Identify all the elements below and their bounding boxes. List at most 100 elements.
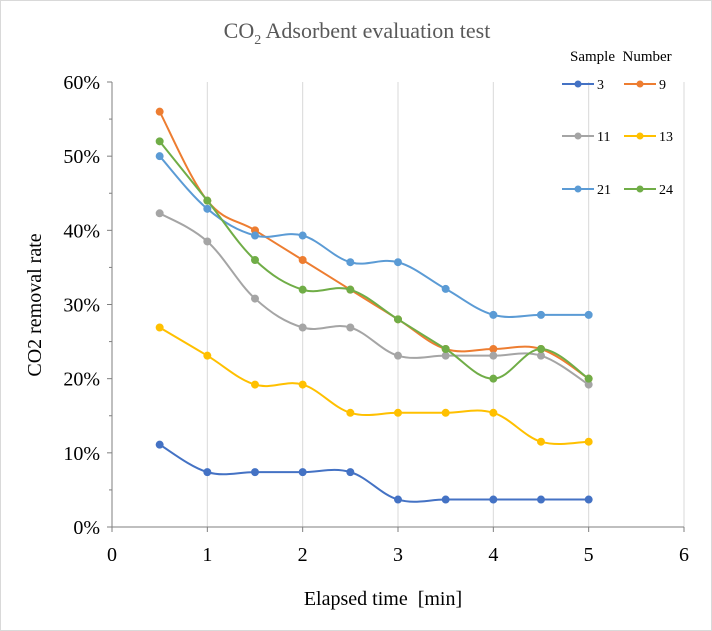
grid-layer [206,82,685,527]
legend-entry-9: 9 [624,78,666,93]
series-line-9 [158,111,590,380]
series-line-11 [159,212,590,386]
data-point-3 [584,495,593,504]
data-point-13 [203,351,212,360]
data-point-21 [346,258,355,267]
data-point-3 [394,495,402,504]
legend: 3 9 11 13 21 24 [562,78,673,198]
data-point-9 [489,345,498,353]
x-tick-label: 6 [679,544,689,566]
legend-entry-24: 24 [624,183,673,198]
legend-label: 11 [597,130,610,145]
data-point-24 [584,374,593,383]
series-13 [155,323,593,446]
data-point-13 [155,323,164,332]
data-point-21 [394,258,402,267]
series-line-13 [159,326,589,445]
data-point-11 [203,237,212,246]
legend-swatch-marker [574,185,582,193]
y-tick-label: 0% [73,517,100,539]
legend-label: 24 [659,183,673,198]
y-tick-label: 20% [63,369,100,391]
data-point-13 [251,380,259,389]
y-tick-label: 60% [63,72,100,94]
legend-swatch-marker [636,132,644,140]
legend-swatch-marker [574,80,582,88]
chart-title-rest: Adsorbent evaluation test [261,18,490,43]
data-point-9 [298,256,307,264]
x-tick-label: 2 [298,544,308,566]
data-point-24 [441,345,450,353]
y-axis-label: CO2 removal rate [24,233,46,376]
data-point-11 [537,351,545,360]
legend-swatch-marker [574,132,582,140]
series-3 [155,440,593,504]
data-point-21 [489,310,498,319]
series-line-21 [158,155,589,318]
data-point-3 [203,468,212,477]
data-point-21 [537,310,545,319]
data-point-3 [346,468,355,477]
data-point-3 [537,495,545,504]
data-point-11 [441,351,450,360]
series-line-24 [158,140,590,380]
chart-title-subscript: 2 [254,33,261,48]
data-point-3 [298,468,307,477]
data-point-13 [537,437,545,446]
data-point-3 [441,495,450,504]
legend-entry-3: 3 [562,78,604,93]
data-point-13 [394,408,402,417]
series-21 [155,152,593,319]
y-tick-label: 50% [63,146,100,168]
data-point-9 [155,107,164,116]
data-point-24 [298,285,307,294]
legend-swatch-marker [636,185,644,193]
x-axis-label: Elapsed time [min] [304,588,462,610]
data-point-24 [203,196,212,205]
series-24 [155,137,593,383]
chart-title-main: CO [224,18,255,43]
data-point-13 [489,408,498,417]
data-point-11 [489,351,498,360]
data-point-21 [584,310,593,319]
data-point-21 [155,152,164,161]
data-point-21 [251,231,259,240]
data-point-3 [251,468,259,477]
x-tick-label: 5 [584,544,594,566]
data-point-11 [394,351,402,360]
legend-entry-21: 21 [562,183,611,198]
y-tick-label: 30% [63,295,100,317]
legend-entry-13: 13 [624,130,673,145]
y-tick-label: 10% [63,443,100,465]
data-point-24 [251,256,259,264]
data-point-11 [298,323,307,332]
axis-layer [107,81,685,532]
y-tick-label: 40% [63,220,100,242]
data-point-11 [346,323,355,332]
data-point-11 [155,209,164,218]
data-point-13 [584,437,593,446]
data-point-13 [346,408,355,417]
data-point-24 [346,285,355,294]
data-point-3 [155,440,164,449]
series-11 [155,209,593,389]
data-point-21 [203,204,212,213]
x-tick-label: 0 [107,544,117,566]
legend-label: 21 [597,183,611,198]
data-point-13 [441,408,450,417]
data-point-13 [298,380,307,389]
data-point-24 [155,137,164,146]
data-point-3 [489,495,498,504]
data-point-24 [394,315,402,324]
tick-label-layer: 0% 10% 20% 30% 40% 50% 60% 0 1 2 3 4 5 6 [63,72,689,566]
x-tick-label: 3 [393,544,403,566]
series-layer [155,107,593,504]
data-point-24 [489,374,498,383]
legend-label: 3 [597,78,604,93]
x-tick-label: 4 [488,544,498,566]
legend-entry-11: 11 [562,130,610,145]
data-point-21 [441,284,450,293]
legend-label: 9 [659,78,666,93]
